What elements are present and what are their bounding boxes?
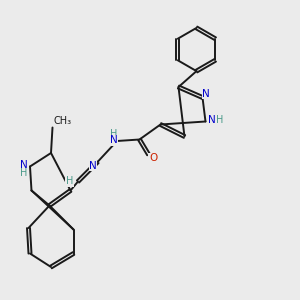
- Text: H: H: [66, 176, 73, 187]
- Text: N: N: [110, 135, 117, 146]
- Text: N: N: [89, 160, 97, 171]
- Text: H: H: [216, 115, 224, 125]
- Text: O: O: [149, 153, 157, 163]
- Text: H: H: [110, 129, 117, 140]
- Text: N: N: [208, 115, 216, 125]
- Text: N: N: [202, 89, 210, 99]
- Text: N: N: [20, 160, 27, 170]
- Text: H: H: [20, 168, 27, 178]
- Text: CH₃: CH₃: [54, 116, 72, 126]
